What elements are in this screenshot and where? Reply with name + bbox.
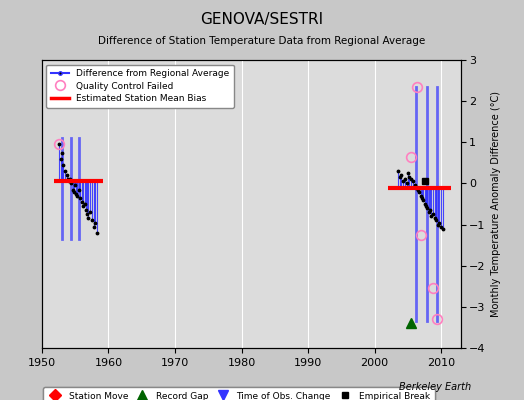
Y-axis label: Monthly Temperature Anomaly Difference (°C): Monthly Temperature Anomaly Difference (…	[491, 91, 501, 317]
Text: Berkeley Earth: Berkeley Earth	[399, 382, 472, 392]
Legend: Station Move, Record Gap, Time of Obs. Change, Empirical Break: Station Move, Record Gap, Time of Obs. C…	[43, 387, 434, 400]
Text: Difference of Station Temperature Data from Regional Average: Difference of Station Temperature Data f…	[99, 36, 425, 46]
Text: GENOVA/SESTRI: GENOVA/SESTRI	[201, 12, 323, 27]
